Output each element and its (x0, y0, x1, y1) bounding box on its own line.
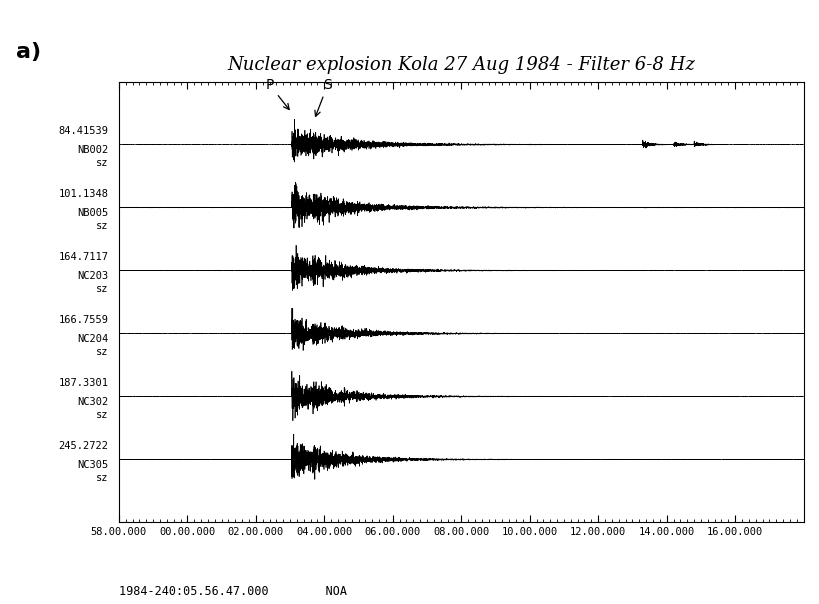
Text: sz: sz (96, 473, 108, 483)
Text: 187.3301: 187.3301 (58, 378, 108, 388)
Text: 245.2722: 245.2722 (58, 441, 108, 451)
Text: NB002: NB002 (77, 146, 108, 155)
Text: NC302: NC302 (77, 397, 108, 407)
Text: NC305: NC305 (77, 460, 108, 471)
Text: sz: sz (96, 284, 108, 294)
Text: sz: sz (96, 220, 108, 231)
Text: NB005: NB005 (77, 208, 108, 219)
Text: 101.1348: 101.1348 (58, 188, 108, 199)
Text: a): a) (16, 42, 42, 62)
Text: 84.41539: 84.41539 (58, 126, 108, 136)
Title: Nuclear explosion Kola 27 Aug 1984 - Filter 6-8 Hz: Nuclear explosion Kola 27 Aug 1984 - Fil… (227, 56, 695, 74)
Text: NC203: NC203 (77, 271, 108, 281)
Text: sz: sz (96, 158, 108, 168)
Text: 164.7117: 164.7117 (58, 252, 108, 262)
Text: 166.7559: 166.7559 (58, 315, 108, 325)
Text: S: S (314, 78, 332, 117)
Text: NC204: NC204 (77, 335, 108, 344)
Text: P: P (265, 78, 289, 109)
Text: 1984-240:05.56.47.000        NOA: 1984-240:05.56.47.000 NOA (119, 585, 346, 598)
Text: sz: sz (96, 347, 108, 357)
Text: sz: sz (96, 410, 108, 420)
